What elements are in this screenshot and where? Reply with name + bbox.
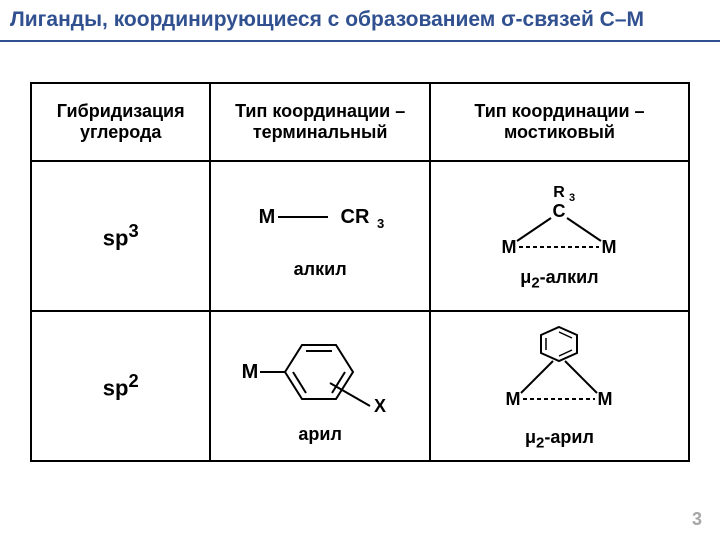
cell-sp2-terminal: M X арил	[210, 311, 430, 461]
cell-sp3: sp3	[31, 161, 210, 311]
content-area: Гибридизация углерода Тип координации – …	[0, 42, 720, 462]
page-title: Лиганды, координирующиеся с образованием…	[10, 8, 710, 32]
svg-text:3: 3	[377, 216, 384, 231]
cell-sp3-bridging: R 3 C M M μ2-алкил	[430, 161, 689, 311]
diagram-mu2-alkyl: R 3 C M M	[469, 181, 649, 261]
svg-text:M: M	[502, 237, 517, 257]
label-mu2-alkyl: μ2-алкил	[431, 267, 688, 292]
coordination-table: Гибридизация углерода Тип координации – …	[30, 82, 690, 462]
label-mu2-aryl: μ2-арил	[431, 427, 688, 452]
svg-text:M: M	[242, 361, 259, 383]
header-bridging: Тип координации – мостиковый	[430, 83, 689, 161]
svg-text:M: M	[602, 237, 617, 257]
label-alkyl: алкил	[211, 259, 429, 280]
svg-text:X: X	[374, 396, 386, 416]
cell-sp3-terminal: M CR 3 алкил	[210, 161, 430, 311]
svg-text:C: C	[553, 201, 566, 221]
diagram-m-aryl: M X	[230, 328, 410, 418]
title-bar: Лиганды, координирующиеся с образованием…	[0, 0, 720, 42]
svg-text:CR: CR	[341, 206, 370, 228]
cell-sp2: sp2	[31, 311, 210, 461]
header-hybridization: Гибридизация углерода	[31, 83, 210, 161]
svg-text:3: 3	[569, 192, 575, 204]
svg-text:M: M	[506, 389, 521, 409]
cell-sp2-bridging: M M μ2-арил	[430, 311, 689, 461]
svg-text:M: M	[598, 389, 613, 409]
page-number: 3	[692, 509, 702, 530]
svg-text:R: R	[554, 184, 566, 201]
diagram-mu2-aryl: M M	[469, 321, 649, 421]
label-aryl: арил	[211, 424, 429, 445]
svg-text:M: M	[259, 206, 276, 228]
header-terminal: Тип координации – терминальный	[210, 83, 430, 161]
diagram-m-cr3: M CR 3	[245, 193, 395, 253]
